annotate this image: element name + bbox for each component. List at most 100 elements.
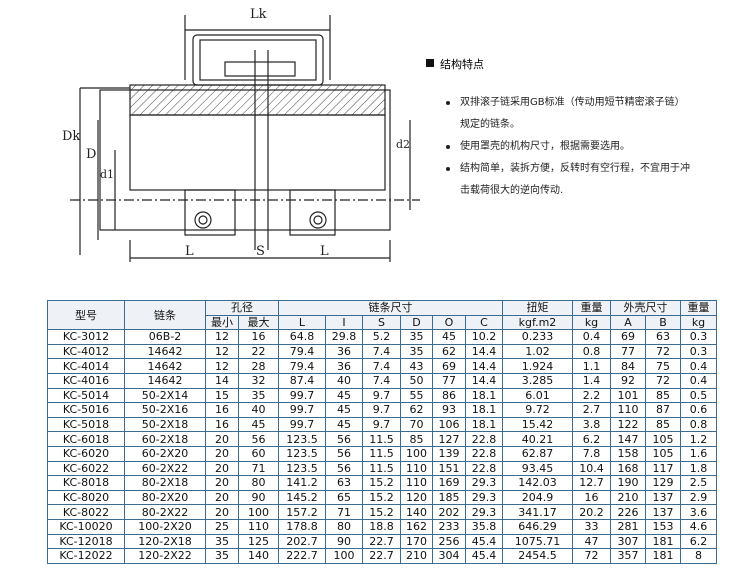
table-cell: 43 — [400, 358, 433, 374]
table-cell: 10.4 — [572, 460, 611, 477]
table-cell: 50-2X16 — [124, 402, 206, 418]
table-row: KC-6022 60-2X22 20 71 123.5 56 11.5 110 151 22.8 9… — [47, 460, 717, 477]
table-cell: 72 — [645, 343, 681, 360]
table-cell: 9.72 — [502, 402, 573, 418]
table-cell: 87.4 — [278, 372, 326, 389]
table-cell: 1075.71 — [502, 533, 573, 550]
table-row: KC-4016 14642 14 32 87.4 40 7.4 50 77 14.4 3.285 1.… — [47, 372, 717, 389]
table-cell: 64.8 — [278, 329, 326, 345]
label-d1: d1 — [100, 168, 114, 181]
header-weight: 重量 — [572, 300, 611, 316]
table-cell: 86 — [432, 387, 466, 404]
table-cell: 646.29 — [502, 518, 573, 535]
label-dk: Dk — [62, 129, 80, 144]
table-cell: 80-2X20 — [124, 489, 206, 506]
table-cell: 12.7 — [572, 475, 611, 491]
square-bullet-icon — [426, 59, 434, 67]
table-cell: 137 — [645, 489, 681, 506]
bullet-icon — [446, 145, 450, 149]
table-cell: 4.6 — [680, 518, 717, 535]
table-cell: 63 — [325, 475, 363, 491]
table-cell: 45.4 — [465, 533, 503, 550]
table-cell: 16 — [205, 402, 239, 418]
table-cell: 222.7 — [278, 548, 326, 564]
table-cell: KC-6018 — [47, 431, 125, 447]
table-cell: 127 — [432, 431, 466, 447]
table-cell: 307 — [610, 533, 646, 550]
table-cell: 18.1 — [465, 416, 503, 433]
table-cell: 12 — [205, 329, 239, 345]
table-cell: 2.9 — [680, 489, 717, 506]
table-cell: 50 — [400, 372, 433, 389]
table-cell: 125 — [238, 533, 279, 550]
table-cell: 9.7 — [362, 402, 401, 418]
table-cell: 202 — [432, 504, 466, 520]
label-lk: Lk — [250, 7, 267, 22]
table-cell: KC-12018 — [47, 533, 125, 550]
table-cell: KC-5014 — [47, 387, 125, 404]
table-cell: 29.3 — [465, 504, 503, 520]
table-cell: 90 — [238, 489, 279, 506]
table-cell: 22.8 — [465, 445, 503, 462]
table-cell: 7.4 — [362, 343, 401, 360]
table-cell: 22.7 — [362, 548, 401, 564]
header-torque: 扭矩 — [502, 300, 573, 316]
table-cell: 3.8 — [572, 416, 611, 433]
table-cell: 63 — [645, 329, 681, 345]
table-cell: 45 — [325, 402, 363, 418]
subheader-cell: I — [325, 314, 363, 331]
table-cell: 14.4 — [465, 358, 503, 374]
table-cell: 35.8 — [465, 518, 503, 535]
table-cell: 84 — [610, 358, 646, 374]
table-cell: KC-3012 — [47, 329, 125, 345]
table-cell: 20 — [205, 445, 239, 462]
table-cell: 2.5 — [680, 475, 717, 491]
table-cell: 80-2X18 — [124, 475, 206, 491]
table-cell: 357 — [610, 548, 646, 564]
table-cell: 16 — [205, 416, 239, 433]
header-model: 型号 — [47, 299, 125, 331]
table-cell: 80-2X22 — [124, 504, 206, 520]
bullet-icon — [446, 167, 450, 171]
subheader-cell: kg — [572, 314, 611, 331]
table-cell: KC-10020 — [47, 518, 125, 535]
table-cell: 2454.5 — [502, 548, 573, 564]
table-cell: 1.8 — [680, 460, 717, 477]
table-cell: 139 — [432, 445, 466, 462]
table-cell: 0.4 — [680, 358, 717, 374]
table-cell: 62.87 — [502, 445, 573, 462]
table-cell: 62 — [432, 343, 466, 360]
table-cell: 92 — [610, 372, 646, 389]
table-cell: 14 — [205, 372, 239, 389]
table-cell: 85 — [645, 416, 681, 433]
table-cell: 151 — [432, 460, 466, 477]
table-cell: 99.7 — [278, 416, 326, 433]
table-cell: 226 — [610, 504, 646, 520]
table-cell: 110 — [400, 460, 433, 477]
table-cell: 56 — [325, 445, 363, 462]
table-cell: 45 — [325, 387, 363, 404]
table-cell: 32 — [238, 372, 279, 389]
table-cell: KC-8022 — [47, 504, 125, 520]
table-cell: 140 — [400, 504, 433, 520]
table-cell: 16 — [238, 329, 279, 345]
table-cell: 106 — [432, 416, 466, 433]
table-cell: 12 — [205, 358, 239, 374]
table-row: KC-10020 100-2X20 25 110 178.8 80 18.8 162 233 35… — [47, 518, 717, 535]
table-cell: 71 — [325, 504, 363, 520]
table-cell: 18.1 — [465, 402, 503, 418]
table-cell: 72 — [645, 372, 681, 389]
table-cell: 0.8 — [680, 416, 717, 433]
table-cell: 45 — [238, 416, 279, 433]
subheader-cell: C — [465, 314, 503, 331]
table-cell: 35 — [205, 533, 239, 550]
table-cell: 77 — [432, 372, 466, 389]
table-cell: 85 — [645, 387, 681, 404]
table-cell: KC-4014 — [47, 358, 125, 374]
table-cell: 69 — [610, 329, 646, 345]
table-cell: KC-6022 — [47, 460, 125, 477]
table-cell: 120-2X22 — [124, 548, 206, 564]
table-cell: 185 — [432, 489, 466, 506]
table-cell: 100-2X20 — [124, 518, 206, 535]
table-row: KC-5016 50-2X16 16 40 99.7 45 9.7 62 93 18.1 9.72 2… — [47, 402, 717, 418]
